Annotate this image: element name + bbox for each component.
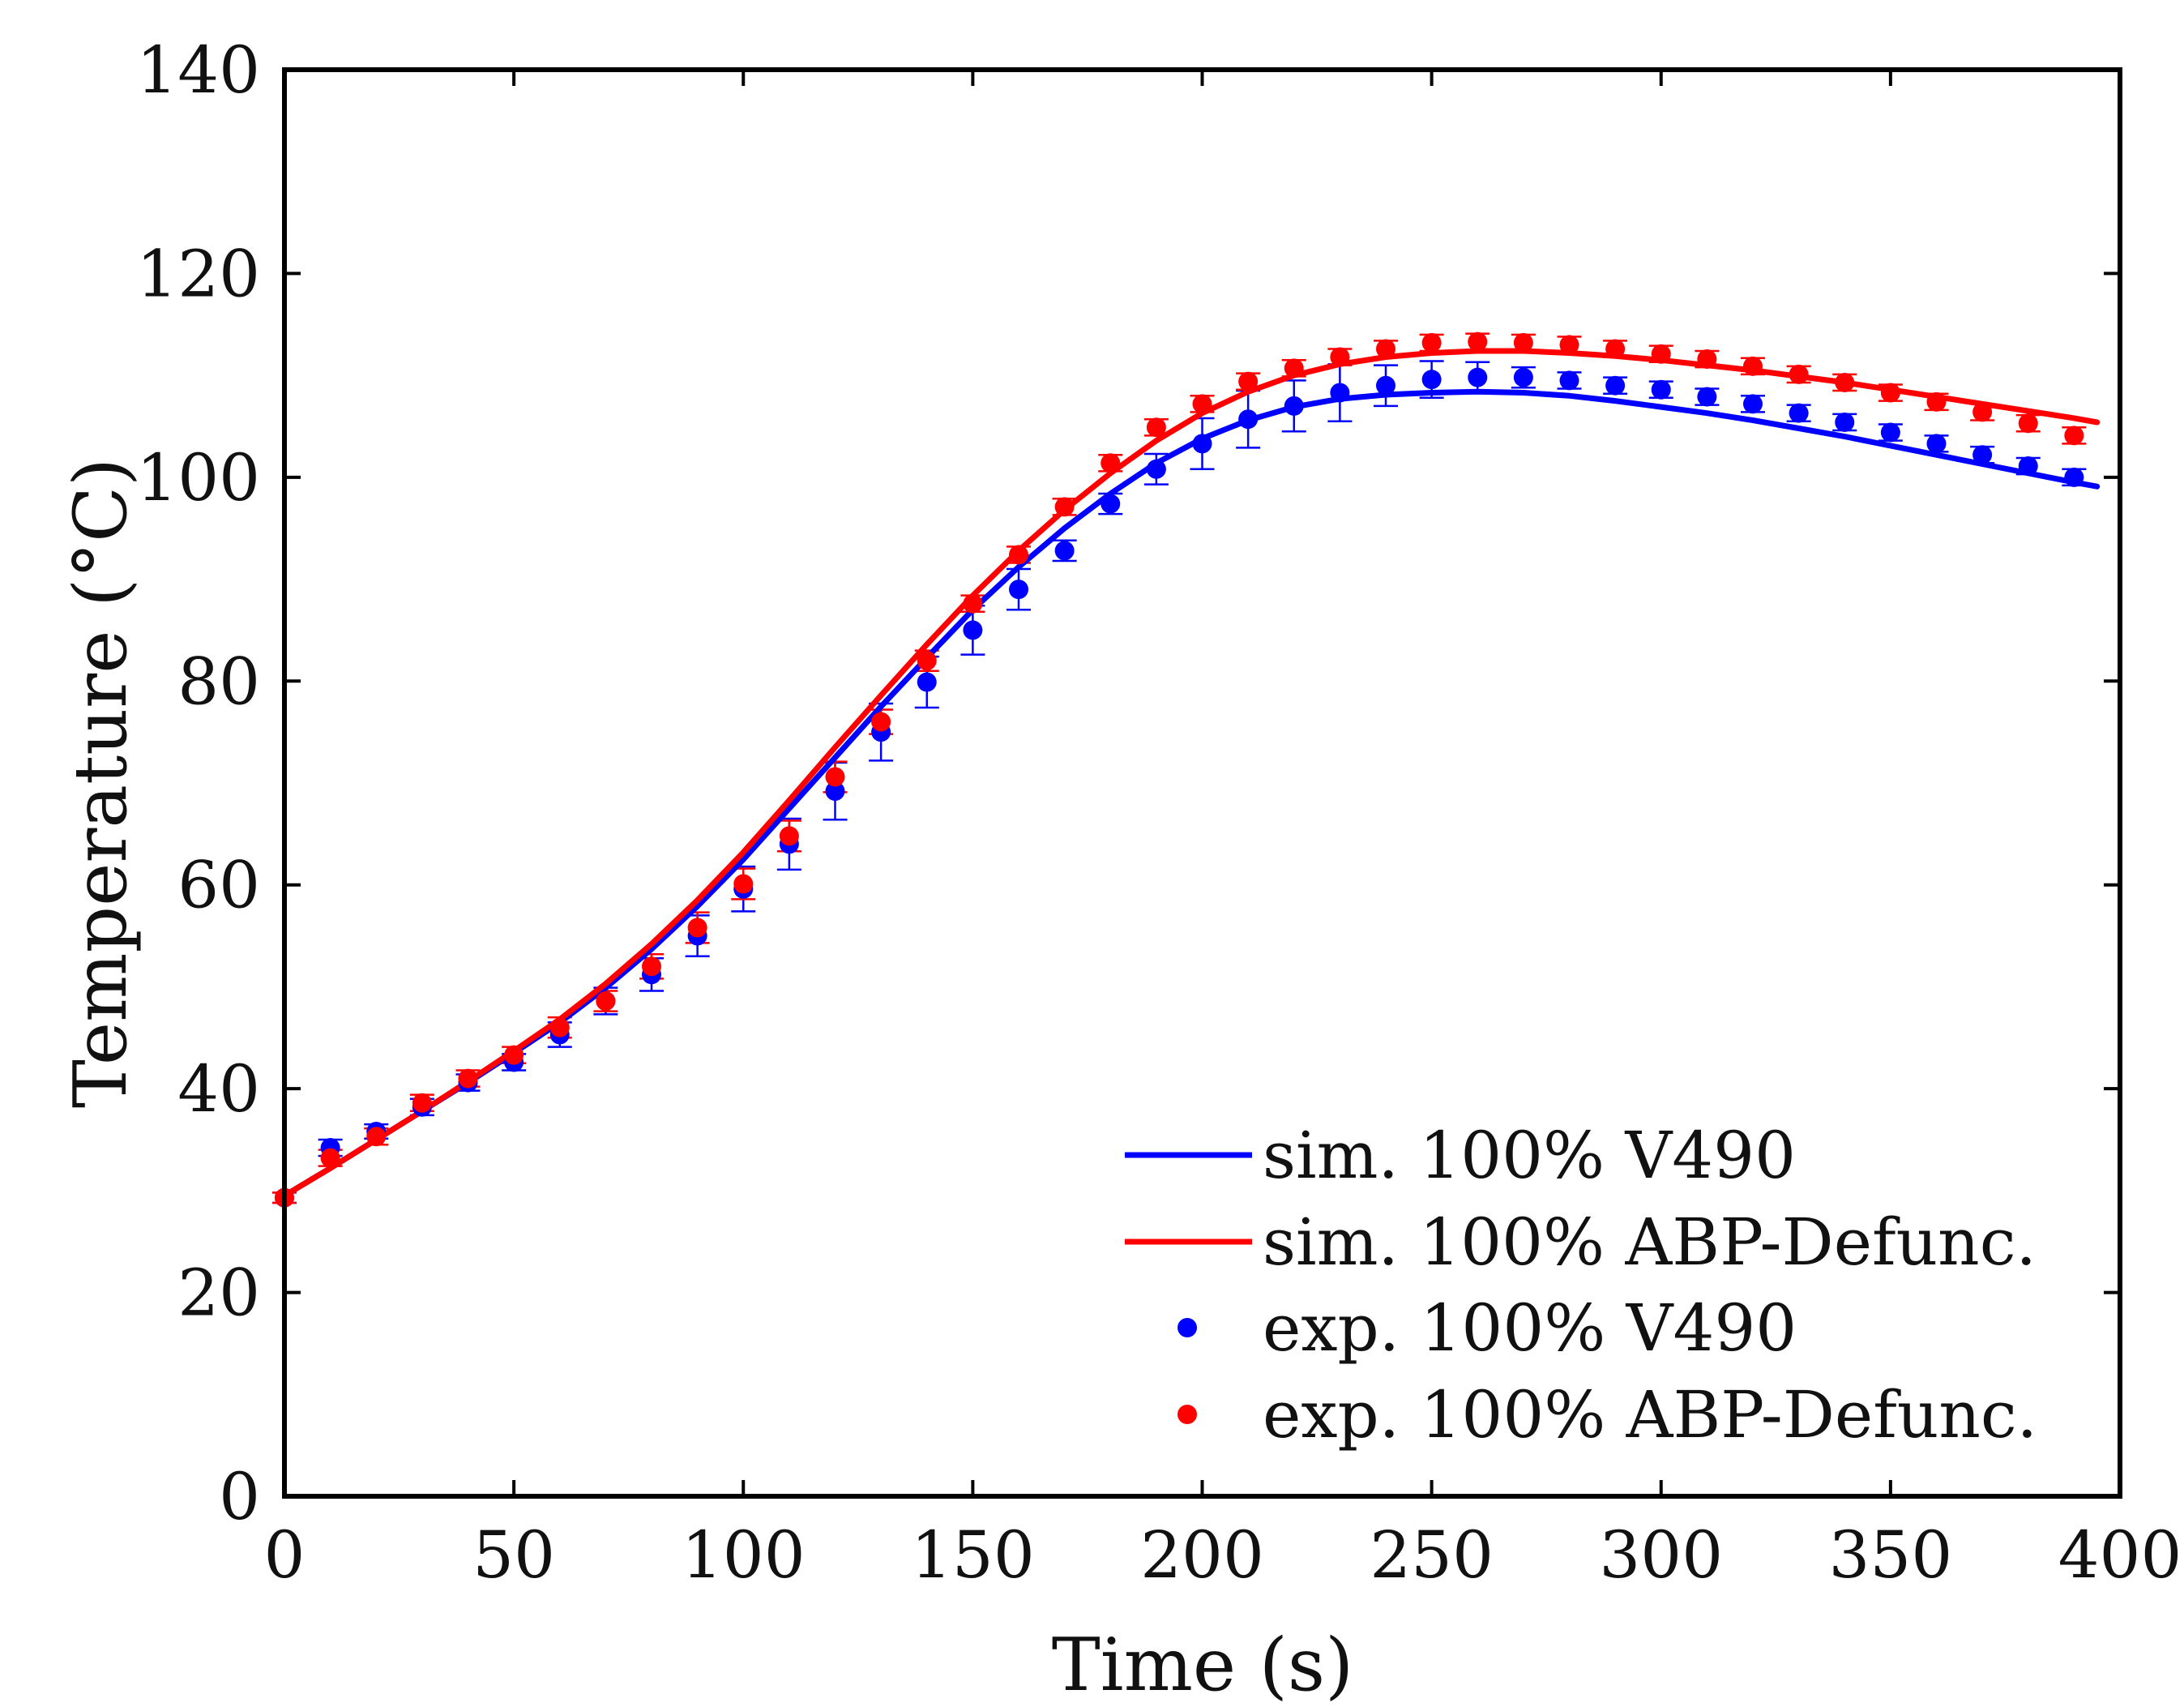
data-point-2 (1697, 387, 1717, 407)
data-point-3 (366, 1127, 387, 1147)
y-tick-label: 60 (177, 848, 260, 923)
data-point-2 (1330, 383, 1350, 403)
y-tick-label: 140 (136, 32, 260, 108)
data-point-2 (1376, 375, 1395, 396)
data-point-3 (1054, 497, 1075, 517)
legend-dot-swatch (1177, 1318, 1197, 1337)
data-point-2 (1101, 494, 1121, 514)
data-point-3 (1789, 364, 1809, 384)
data-point-3 (825, 767, 845, 787)
y-tick-label: 80 (177, 644, 260, 719)
data-point-3 (1192, 394, 1212, 414)
data-point-2 (1238, 409, 1259, 430)
x-tick-label: 400 (2058, 1517, 2182, 1593)
x-tick-label: 100 (682, 1517, 806, 1593)
data-point-2 (2064, 467, 2084, 487)
data-point-3 (458, 1068, 478, 1089)
data-point-3 (1009, 545, 1028, 565)
x-tick-label: 250 (1370, 1517, 1494, 1593)
y-tick-label: 40 (177, 1051, 260, 1127)
data-point-3 (642, 956, 661, 977)
data-point-3 (963, 593, 983, 614)
legend: sim. 100% V490 sim. 100% ABP-Defunc. exp. … (1125, 1118, 2037, 1452)
data-point-2 (1284, 396, 1304, 416)
data-point-2 (1009, 580, 1028, 600)
data-point-2 (963, 620, 983, 640)
y-tick-label: 0 (219, 1459, 260, 1534)
plot-frame (282, 67, 2122, 1499)
data-point-2 (1192, 434, 1212, 454)
data-point-3 (1284, 358, 1304, 379)
data-point-2 (2018, 456, 2038, 477)
data-point-3 (1101, 453, 1121, 473)
data-point-2 (1421, 370, 1442, 390)
data-point-3 (1146, 417, 1166, 438)
data-point-2 (825, 781, 845, 802)
legend-dot-swatch (1177, 1405, 1197, 1424)
y-axis-title: Temperature (°C) (58, 458, 143, 1108)
data-point-2 (1605, 375, 1626, 396)
data-point-3 (1743, 356, 1763, 376)
legend-label: sim. 100% ABP-Defunc. (1263, 1204, 2037, 1280)
data-point-3 (1697, 349, 1717, 370)
data-point-2 (1880, 422, 1900, 443)
data-point-3 (1330, 347, 1350, 367)
data-point-2 (1743, 394, 1763, 414)
data-point-3 (1559, 335, 1579, 355)
data-point-3 (733, 874, 754, 894)
data-point-3 (687, 918, 707, 938)
legend-label: sim. 100% V490 (1263, 1118, 1796, 1193)
data-point-2 (1054, 541, 1075, 561)
data-point-2 (1835, 412, 1855, 432)
data-point-3 (1513, 332, 1533, 353)
data-point-2 (1146, 459, 1166, 479)
data-point-3 (320, 1148, 340, 1168)
data-point-3 (1605, 339, 1626, 359)
data-point-2 (1513, 367, 1533, 387)
data-point-3 (779, 826, 799, 846)
data-point-2 (1559, 370, 1579, 391)
data-point-3 (1835, 372, 1855, 392)
data-point-3 (2018, 413, 2038, 434)
x-tick-label: 0 (264, 1517, 306, 1593)
data-point-3 (1926, 391, 1947, 412)
data-point-2 (1926, 434, 1947, 454)
data-point-3 (504, 1045, 524, 1065)
data-point-3 (596, 991, 616, 1012)
legend-label: exp. 100% V490 (1263, 1290, 1797, 1366)
x-tick-label: 350 (1829, 1517, 1953, 1593)
data-point-3 (917, 651, 937, 671)
x-tick-label: 150 (911, 1517, 1035, 1593)
x-tick-label: 300 (1599, 1517, 1723, 1593)
data-point-3 (1376, 339, 1395, 359)
x-axis-title: Time (s) (1052, 1623, 1353, 1707)
data-point-3 (1468, 332, 1488, 352)
data-point-3 (1880, 383, 1900, 403)
data-point-3 (549, 1017, 570, 1037)
data-point-3 (1421, 332, 1442, 353)
data-point-3 (1238, 371, 1259, 391)
x-tick-label: 200 (1140, 1517, 1264, 1593)
x-tick-label: 50 (472, 1517, 555, 1593)
data-point-3 (1651, 344, 1671, 364)
y-tick-label: 20 (177, 1256, 260, 1331)
data-point-3 (2064, 426, 2084, 446)
data-point-2 (917, 672, 937, 692)
data-point-2 (1468, 367, 1488, 387)
y-tick-label: 100 (136, 440, 260, 516)
data-point-3 (412, 1093, 432, 1113)
y-tick-label: 120 (136, 236, 260, 311)
data-point-3 (871, 712, 891, 732)
data-point-3 (1972, 402, 1993, 422)
data-point-2 (1972, 445, 1993, 465)
legend-label: exp. 100% ABP-Defunc. (1263, 1377, 2037, 1452)
data-point-2 (1651, 379, 1671, 400)
data-point-2 (1789, 403, 1809, 423)
